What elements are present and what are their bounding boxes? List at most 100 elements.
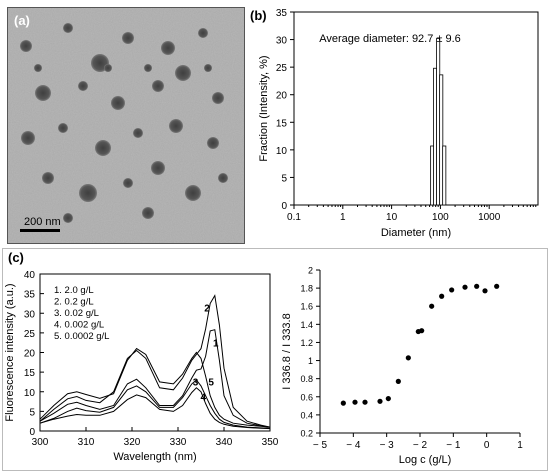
nanoparticle <box>169 119 183 133</box>
x-tick-label: 320 <box>124 437 141 448</box>
x-tick-label: 330 <box>170 437 187 448</box>
nanoparticle <box>111 96 125 110</box>
data-point <box>377 398 383 404</box>
x-tick-label: − 4 <box>346 440 361 451</box>
dls-histogram-chart: (b) 0 5 10 15 20 25 30 35 0.1 1 10 100 1000 Average d… <box>250 8 539 239</box>
nanoparticle <box>175 65 191 81</box>
nanoparticle <box>144 64 152 72</box>
y-tick-label: 20 <box>276 91 288 102</box>
y-tick-label: 5 <box>29 407 35 418</box>
y-axis-label: Fluorescence intensity (a.u.) <box>4 283 16 421</box>
x-tick-label: 0.1 <box>287 212 301 223</box>
nanoparticle <box>63 213 73 223</box>
legend-entry: 1. 2.0 g/L <box>54 285 94 296</box>
legend-entry: 3. 0.02 g/L <box>54 308 99 319</box>
nanoparticle <box>78 81 88 91</box>
nanoparticle <box>133 128 143 138</box>
tem-micrograph: 200 nm (a) <box>7 7 245 244</box>
nanoparticle <box>34 64 42 72</box>
nanoparticle <box>198 28 208 38</box>
panel-c-frame <box>2 248 548 471</box>
data-point <box>449 287 455 293</box>
histogram-bar <box>442 145 447 206</box>
y-tick-label: 10 <box>276 146 288 157</box>
y-tick-label: 30 <box>24 309 36 320</box>
nanoparticle <box>152 80 164 92</box>
data-point <box>429 303 435 309</box>
y-tick-label: 35 <box>276 8 288 19</box>
x-tick-label: 0 <box>484 440 490 451</box>
x-axis-label: Log c (g/L) <box>399 454 452 466</box>
nanoparticle <box>204 64 212 72</box>
tem-particles <box>20 23 228 223</box>
data-point <box>474 283 480 289</box>
tem-image: 200 nm (a) <box>8 8 244 243</box>
spectrum-line-1 <box>39 329 271 428</box>
curve-label: 3 <box>193 377 199 388</box>
nanoparticle <box>207 137 219 149</box>
nanoparticle <box>42 172 54 184</box>
y-tick-label: 35 <box>24 290 36 301</box>
y-tick-label: 1.6 <box>300 302 313 312</box>
data-point <box>385 395 391 402</box>
curve-label: 4 <box>201 392 207 403</box>
legend-entry: 5. 0.0002 g/L <box>54 331 109 342</box>
y-tick-label: 20 <box>24 349 36 360</box>
y-tick-label: 2 <box>308 266 313 276</box>
nanoparticle <box>63 23 73 33</box>
panel-label-b: (b) <box>250 8 267 23</box>
y-tick-label: 0.4 <box>300 410 313 420</box>
y-tick-label: 5 <box>281 173 287 184</box>
data-point <box>395 378 401 384</box>
nanoparticle <box>21 131 35 145</box>
data-point <box>494 283 500 289</box>
nanoparticle <box>142 207 154 219</box>
plot-frame <box>293 11 539 206</box>
x-tick-label: 310 <box>78 437 95 448</box>
x-tick-label: 340 <box>216 437 233 448</box>
data-point <box>362 399 368 405</box>
x-tick-label: 1000 <box>478 212 501 223</box>
nanoparticle <box>104 64 112 72</box>
spectrum-line-4 <box>39 387 271 430</box>
y-tick-label: 25 <box>276 63 288 74</box>
spectrum-line-3 <box>39 379 271 429</box>
spectrum-line-2 <box>39 294 271 428</box>
y-tick-label: 30 <box>276 36 288 47</box>
legend-entry: 4. 0.002 g/L <box>54 320 104 331</box>
legend-entry: 2. 0.2 g/L <box>54 297 94 308</box>
x-tick-label: 10 <box>386 212 398 223</box>
nanoparticle <box>123 178 133 188</box>
x-tick-label: 300 <box>32 437 49 448</box>
x-axis-label: Wavelength (nm) <box>113 451 196 463</box>
spectrum-line-5 <box>39 347 271 428</box>
y-tick-label: 1.4 <box>300 320 313 330</box>
x-tick-label: 1 <box>517 440 523 451</box>
y-tick-label: 25 <box>24 329 36 340</box>
y-tick-label: 15 <box>24 368 36 379</box>
x-tick-label: − 2 <box>413 440 428 451</box>
nanoparticle <box>122 32 134 44</box>
y-tick-label: 1.8 <box>300 284 313 294</box>
average-diameter-annotation: Average diameter: 92.7 ± 9.6 <box>319 33 461 45</box>
y-tick-label: 0.2 <box>300 429 313 439</box>
curve-label: 5 <box>208 377 214 388</box>
nanoparticle <box>79 184 97 202</box>
y-tick-label: 0 <box>281 201 287 212</box>
y-tick-label: 0 <box>29 427 35 438</box>
x-tick-label: 1 <box>340 212 346 223</box>
data-point <box>482 288 488 294</box>
nanoparticle <box>20 40 32 52</box>
data-point <box>352 399 358 405</box>
data-point <box>419 328 425 334</box>
x-tick-label: − 1 <box>446 440 461 451</box>
y-tick-label: 40 <box>24 270 36 281</box>
data-point <box>439 293 445 299</box>
panel-label-c: (c) <box>8 250 24 265</box>
nanoparticle <box>212 92 224 104</box>
data-point <box>405 355 411 361</box>
y-axis-label: I 336.8 / I 333.8 <box>281 313 293 389</box>
nanoparticle <box>58 123 68 133</box>
nanoparticle <box>35 85 51 101</box>
scale-bar-label: 200 nm <box>24 216 61 228</box>
